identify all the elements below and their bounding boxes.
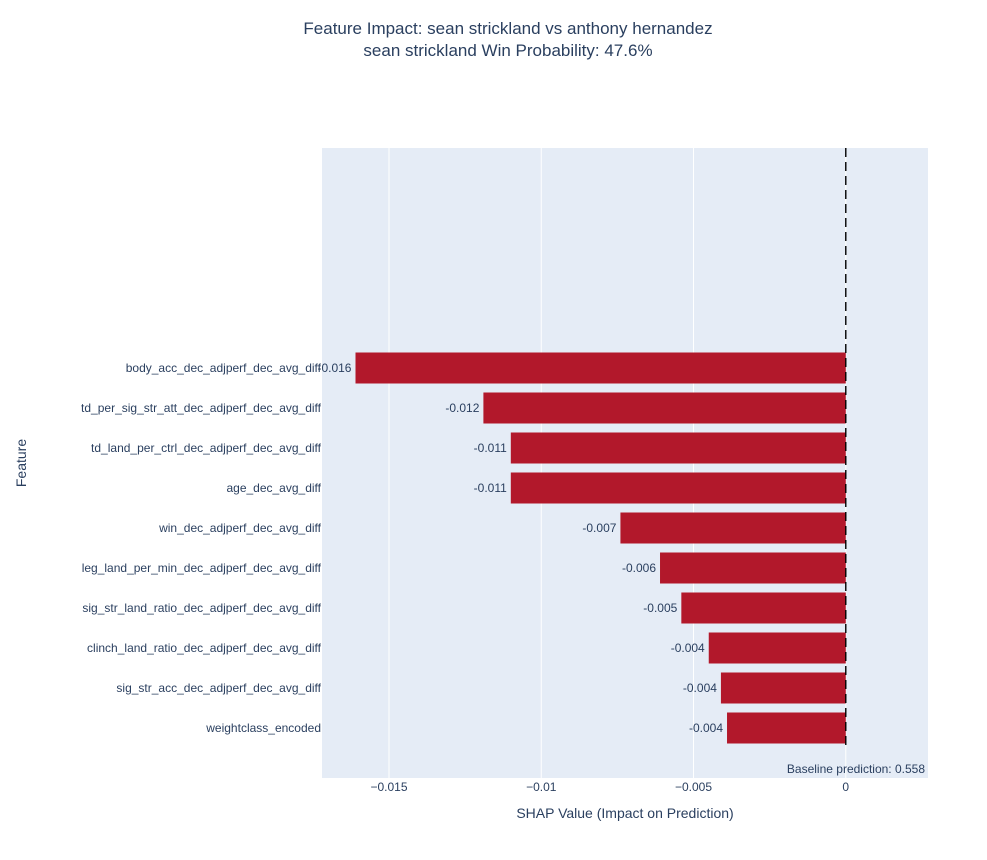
feature-label: weightclass_encoded	[205, 721, 321, 735]
bar	[727, 712, 846, 744]
chart-subtitle: sean strickland Win Probability: 47.6%	[363, 41, 652, 60]
bar-value-label: -0.006	[622, 561, 656, 575]
x-tick-label: 0	[842, 780, 849, 794]
bar	[483, 392, 846, 424]
bar-value-label: -0.005	[643, 601, 677, 615]
bar	[510, 432, 846, 464]
bar	[355, 352, 846, 384]
feature-label: sig_str_land_ratio_dec_adjperf_dec_avg_d…	[82, 601, 321, 615]
x-tick-label: −0.005	[675, 780, 712, 794]
bar-value-label: -0.007	[582, 521, 616, 535]
y-axis-title: Feature	[13, 439, 29, 487]
feature-label: body_acc_dec_adjperf_dec_avg_diff	[126, 361, 322, 375]
feature-label: leg_land_per_min_dec_adjperf_dec_avg_dif…	[82, 561, 322, 575]
bar-value-label: -0.004	[689, 721, 723, 735]
bar	[708, 632, 846, 664]
bar	[620, 512, 846, 544]
x-tick-label: −0.01	[526, 780, 557, 794]
bar-value-label: -0.011	[474, 481, 507, 495]
bar	[720, 672, 846, 704]
feature-label: td_land_per_ctrl_dec_adjperf_dec_avg_dif…	[91, 441, 322, 455]
bar-value-label: -0.004	[683, 681, 717, 695]
feature-label: win_dec_adjperf_dec_avg_diff	[158, 521, 322, 535]
feature-label: clinch_land_ratio_dec_adjperf_dec_avg_di…	[87, 641, 322, 655]
x-tick-labels: −0.015 −0.01 −0.005 0	[370, 780, 849, 794]
bar	[660, 552, 846, 584]
feature-label: sig_str_acc_dec_adjperf_dec_avg_diff	[116, 681, 321, 695]
x-tick-label: −0.015	[370, 780, 407, 794]
bars	[355, 352, 846, 744]
x-axis-title: SHAP Value (Impact on Prediction)	[516, 805, 733, 821]
feature-labels: body_acc_dec_adjperf_dec_avg_diff td_per_…	[81, 361, 322, 735]
bar	[510, 472, 846, 504]
feature-label: age_dec_avg_diff	[226, 481, 321, 495]
bar-value-label: -0.004	[671, 641, 705, 655]
feature-label: td_per_sig_str_att_dec_adjperf_dec_avg_d…	[81, 401, 322, 415]
bar-value-label: -0.012	[445, 401, 479, 415]
bar-value-label: -0.016	[317, 361, 351, 375]
chart-title: Feature Impact: sean strickland vs antho…	[303, 19, 712, 38]
baseline-annotation: Baseline prediction: 0.558	[787, 762, 925, 776]
bar-value-label: -0.011	[474, 441, 507, 455]
bar	[681, 592, 846, 624]
bar-value-labels: -0.016 -0.012 -0.011 -0.011 -0.007 -0.006 -0.0…	[317, 361, 723, 735]
